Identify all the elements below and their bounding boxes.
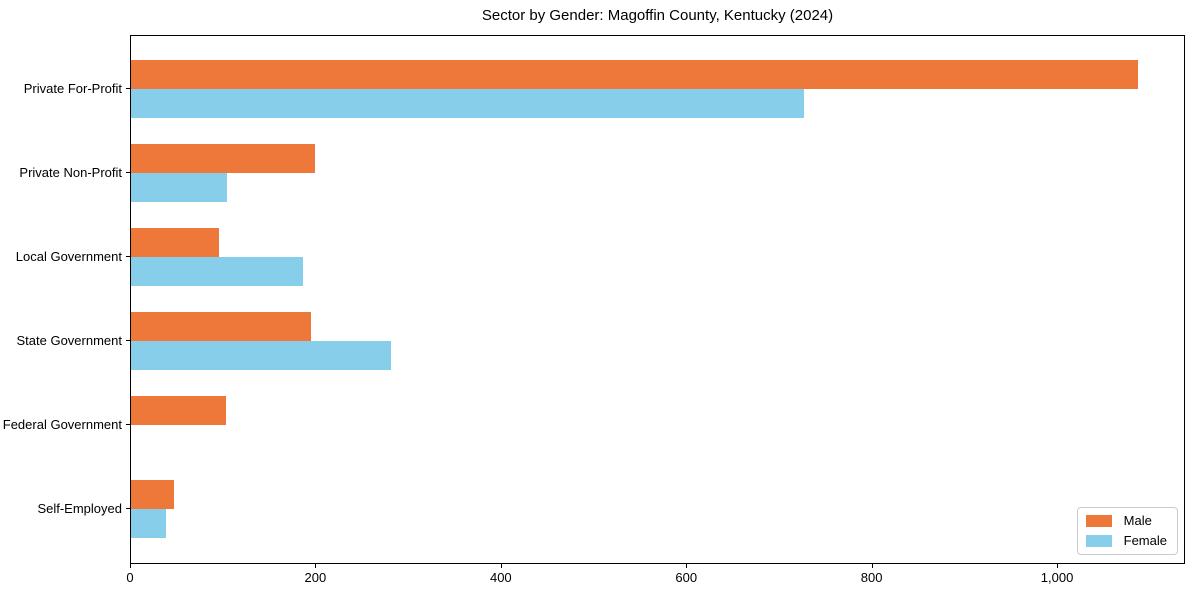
bar-male-federal-government xyxy=(131,396,226,426)
plot-area: Male Female xyxy=(130,35,1185,564)
y-tick-mark xyxy=(126,88,130,90)
y-tick-mark xyxy=(126,256,130,258)
x-tick-label-0: 0 xyxy=(126,570,134,585)
bar-male-private-non-profit xyxy=(131,144,315,174)
x-tick-label-1000: 1,000 xyxy=(1040,570,1074,585)
bar-female-local-government xyxy=(131,257,304,287)
bar-female-private-non-profit xyxy=(131,173,228,203)
y-tick-mark xyxy=(126,508,130,510)
bar-male-local-government xyxy=(131,228,220,258)
y-tick-mark xyxy=(126,340,130,342)
y-label-private-non-profit: Private Non-Profit xyxy=(19,164,122,180)
y-tick-mark xyxy=(126,424,130,426)
x-tick-label-800: 800 xyxy=(860,570,883,585)
legend-item-female: Female xyxy=(1085,533,1167,548)
legend-item-male: Male xyxy=(1085,513,1167,528)
x-tick-mark xyxy=(500,564,502,568)
x-tick-mark xyxy=(130,564,131,568)
x-tick-label-200: 200 xyxy=(304,570,327,585)
bar-female-state-government xyxy=(131,341,391,371)
bar-male-private-for-profit xyxy=(131,60,1138,90)
y-label-private-for-profit: Private For-Profit xyxy=(23,80,122,96)
y-axis-labels: Private For-Profit Private Non-Profit Loca… xyxy=(0,35,122,564)
bar-female-self-employed xyxy=(131,509,167,539)
bar-female-private-for-profit xyxy=(131,89,805,119)
y-label-federal-government: Federal Government xyxy=(2,416,122,432)
x-tick-mark xyxy=(1057,564,1059,568)
x-tick-mark xyxy=(871,564,873,568)
x-tick-mark xyxy=(315,564,317,568)
y-label-state-government: State Government xyxy=(16,332,123,348)
male-legend-label: Male xyxy=(1123,513,1152,528)
x-tick-mark xyxy=(686,564,688,568)
y-tick-mark xyxy=(126,172,130,174)
y-label-local-government: Local Government xyxy=(15,248,122,264)
male-legend-swatch xyxy=(1085,515,1112,527)
female-legend-label: Female xyxy=(1123,533,1167,548)
female-legend-swatch xyxy=(1085,535,1112,547)
y-label-self-employed: Self-Employed xyxy=(37,500,122,516)
bars-layer xyxy=(131,36,1184,563)
x-tick-label-600: 600 xyxy=(675,570,698,585)
x-tick-label-400: 400 xyxy=(489,570,512,585)
bar-male-state-government xyxy=(131,312,311,342)
bar-male-self-employed xyxy=(131,480,174,510)
legend: Male Female xyxy=(1076,507,1178,555)
chart-title: Sector by Gender: Magoffin County, Kentu… xyxy=(481,7,834,24)
